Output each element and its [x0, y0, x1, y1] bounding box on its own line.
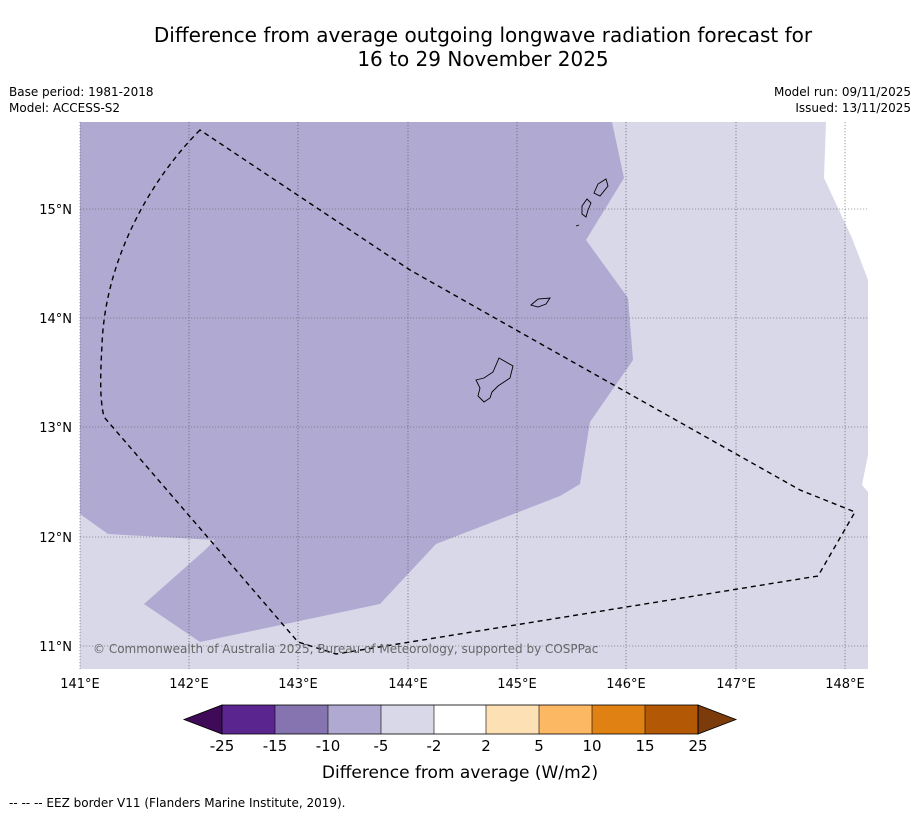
issued-date: Issued: 13/11/2025 — [795, 101, 911, 115]
lon-axis: 141°E 142°E 143°E 144°E 145°E 146°E 147°… — [60, 677, 865, 692]
island-aguijan — [575, 224, 580, 227]
colorbar-segment — [486, 705, 539, 734]
lon-label: 146°E — [606, 677, 646, 692]
colorbar-segment — [381, 705, 434, 734]
eez-legend-note: -- -- -- EEZ border V11 (Flanders Marine… — [9, 796, 346, 810]
base-period: Base period: 1981-2018 — [9, 85, 154, 99]
colorbar-outline — [221, 704, 699, 735]
colorbar: -25 -15 -10 -5 -2 2 5 10 15 25 Differenc… — [182, 704, 738, 783]
copyright-notice: © Commonwealth of Australia 2025, Bureau… — [93, 642, 598, 656]
chart-title-line-2: 16 to 29 November 2025 — [357, 47, 609, 71]
map-panel: © Commonwealth of Australia 2025, Bureau… — [79, 122, 868, 669]
colorbar-tick: -2 — [427, 737, 442, 755]
colorbar-segment — [539, 705, 592, 734]
map-gap-white — [824, 122, 868, 280]
island-rota — [530, 297, 551, 308]
model-run: Model run: 09/11/2025 — [773, 85, 911, 99]
lon-label: 147°E — [716, 677, 756, 692]
island-outlines — [475, 178, 609, 403]
colorbar-tick: -25 — [210, 737, 235, 755]
colorbar-tick: 15 — [635, 737, 654, 755]
colorbar-segment — [592, 705, 645, 734]
lon-label: 143°E — [278, 677, 318, 692]
colorbar-segment — [434, 705, 486, 734]
lon-label: 144°E — [388, 677, 428, 692]
island-guam — [475, 357, 514, 403]
colorbar-extend-low — [182, 704, 223, 735]
colorbar-tick: -15 — [263, 737, 288, 755]
colorbar-label: Difference from average (W/m2) — [322, 763, 598, 783]
island-saipan — [593, 178, 609, 197]
colorbar-tick: 5 — [534, 737, 544, 755]
lon-label: 148°E — [825, 677, 865, 692]
colorbar-extend-high — [697, 704, 738, 735]
lat-label: 12°N — [39, 531, 72, 546]
colorbar-segment — [275, 705, 328, 734]
anomaly-fill-medium — [80, 122, 633, 642]
lon-label: 145°E — [497, 677, 537, 692]
graticule — [79, 122, 868, 669]
lat-label: 11°N — [39, 640, 72, 655]
lat-label: 13°N — [39, 421, 72, 436]
lon-label: 141°E — [60, 677, 100, 692]
lon-label: 142°E — [169, 677, 209, 692]
island-tinian — [581, 198, 592, 218]
colorbar-tick: -10 — [316, 737, 341, 755]
colorbar-tick: -5 — [374, 737, 389, 755]
lat-axis: 15°N 14°N 13°N 12°N 11°N — [39, 203, 72, 655]
meta-right: Model run: 09/11/2025 Issued: 13/11/2025 — [774, 84, 911, 116]
lat-label: 15°N — [39, 203, 72, 218]
map-gap-white-2 — [862, 455, 868, 492]
model-name: Model: ACCESS-S2 — [9, 101, 121, 115]
colorbar-tick: 2 — [481, 737, 491, 755]
chart-title-line-1: Difference from average outgoing longwav… — [153, 23, 813, 47]
lat-label: 14°N — [39, 312, 72, 327]
colorbar-tick: 10 — [582, 737, 601, 755]
colorbar-segment — [328, 705, 381, 734]
meta-left: Base period: 1981-2018 Model: ACCESS-S2 — [9, 84, 154, 116]
eez-border — [99, 129, 857, 655]
colorbar-segment — [222, 705, 275, 734]
colorbar-tick: 25 — [688, 737, 707, 755]
colorbar-segment — [645, 705, 698, 734]
